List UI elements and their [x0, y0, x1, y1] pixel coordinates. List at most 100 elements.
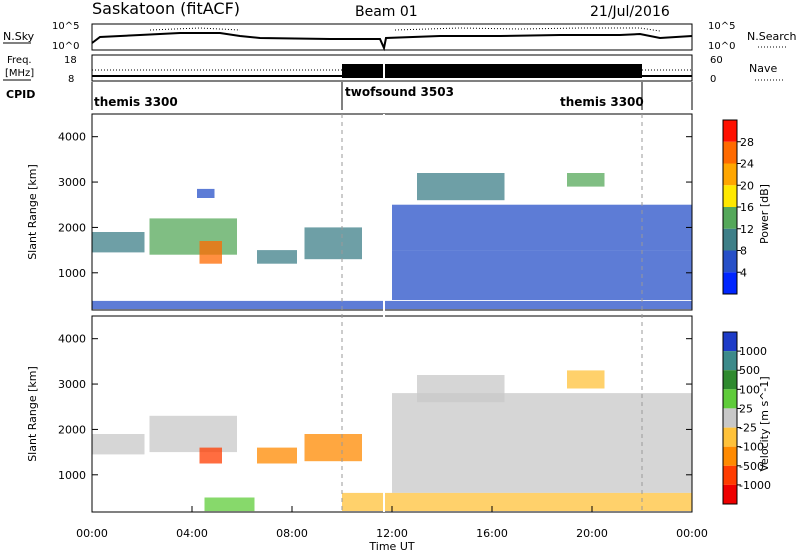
power-colorbar-label: Power [dB]	[758, 184, 771, 244]
freq-label: Freq.	[7, 55, 32, 66]
power-colorbar: 4 8 12 16 20 24 28	[722, 119, 754, 295]
velocity-colorbar-swatch-7	[723, 465, 737, 485]
power-scatter-region-10	[92, 300, 692, 310]
power-colorbar-swatch-0	[723, 120, 737, 142]
velocity-xtick-label-3: 12:00	[376, 527, 408, 540]
power-colorbar-tick-label-3: 16	[740, 201, 754, 214]
power-panel-frame	[91, 113, 693, 311]
power-colorbar-tick-label-6: 28	[740, 136, 754, 149]
velocity-scatter-region-7	[567, 370, 605, 389]
freq-unit: [MHz]	[5, 68, 34, 79]
power-colorbar-swatch-4	[723, 207, 737, 229]
velocity-colorbar-swatch-5	[723, 427, 737, 447]
velocity-colorbar-swatch-3	[723, 389, 737, 409]
power-colorbar-tick-label-4: 20	[740, 179, 754, 192]
velocity-ylabel: Slant Range [km]	[26, 366, 39, 462]
power-scatter-region-1	[149, 218, 237, 255]
power-scatter-region-8	[417, 173, 505, 201]
velocity-colorbar-tick-label-4: -25	[739, 422, 757, 435]
velocity-panel: 1000 2000 3000 4000 00:00 04:00 08:00 12:00 16:…	[26, 315, 708, 553]
freq-tick-bottom: 8	[68, 74, 74, 85]
power-ylabel: Slant Range [km]	[26, 164, 39, 260]
date-label: 21/Jul/2016	[590, 4, 670, 20]
power-colorbar-swatch-5	[723, 228, 737, 251]
velocity-colorbar-tick-label-7: -1000	[739, 479, 771, 492]
velocity-xtick-label-6: 00:00	[676, 527, 708, 540]
velocity-colorbar-tick-label-3: 25	[739, 402, 753, 415]
nsearch-tick-top: 10^5	[708, 21, 735, 32]
power-colorbar-swatch-6	[723, 250, 737, 273]
velocity-colorbar-swatch-0	[723, 332, 737, 352]
nsearch-trace	[149, 27, 661, 32]
velocity-colorbar-label: Velocity [m s^-1]	[758, 376, 771, 471]
velocity-scatter-region-5	[392, 393, 692, 493]
power-colorbar-swatch-7	[723, 272, 737, 295]
velocity-scatter-region-1	[149, 415, 237, 453]
nsearch-tick-bottom: 10^0	[708, 41, 735, 52]
velocity-scatter-region-0	[92, 434, 145, 455]
velocity-colorbar-tick-label-6: -500	[739, 460, 764, 473]
velocity-scatter-region-4	[304, 434, 362, 462]
power-colorbar-tick-label-0: 4	[740, 266, 747, 279]
power-scatter-region-9	[567, 173, 605, 187]
velocity-colorbar-swatch-2	[723, 370, 737, 390]
power-scatter-region-2	[199, 241, 222, 264]
velocity-colorbar-tick-label-1: 500	[739, 364, 760, 377]
power-colorbar-swatch-2	[723, 163, 737, 186]
nsky-tick-top: 10^5	[52, 21, 79, 32]
nave-label: Nave	[749, 62, 777, 75]
velocity-colorbar-swatch-6	[723, 446, 737, 466]
velocity-ytick-label-1: 2000	[58, 423, 86, 436]
power-scatter-region-4	[257, 250, 297, 264]
power-scatter-region-3	[197, 188, 215, 198]
velocity-colorbar-swatch-4	[723, 408, 737, 428]
power-ytick-label-2: 3000	[58, 176, 86, 189]
velocity-colorbar: 1000 500 100 25 -25 -100 -500 -1000	[722, 331, 771, 505]
velocity-colorbar-swatch-8	[723, 484, 737, 504]
power-panel: 1000 2000 3000 4000 Slant Range [km]	[26, 113, 693, 311]
power-ytick-label-1: 2000	[58, 221, 86, 234]
power-scatter-region-7	[392, 204, 692, 251]
velocity-scatter-region-2	[199, 447, 222, 464]
beam-label: Beam 01	[355, 4, 418, 20]
nsky-tick-bottom: 10^0	[52, 41, 79, 52]
velocity-xtick-label-1: 04:00	[176, 527, 208, 540]
power-colorbar-swatch-1	[723, 141, 737, 164]
cpid-segment-2: twofsound 3503	[345, 85, 454, 99]
velocity-xtick-label-5: 20:00	[576, 527, 608, 540]
velocity-colorbar-tick-label-2: 100	[739, 383, 760, 396]
power-ytick-label-3: 4000	[58, 131, 86, 144]
velocity-colorbar-tick-label-0: 1000	[739, 345, 767, 358]
power-ytick-label-0: 1000	[58, 267, 86, 280]
velocity-colorbar-tick-label-5: -100	[739, 441, 764, 454]
velocity-xtick-label-4: 16:00	[476, 527, 508, 540]
nsky-label: N.Sky	[3, 30, 35, 43]
power-colorbar-tick-label-1: 8	[740, 245, 747, 258]
nave-tick-bottom: 0	[710, 74, 716, 85]
velocity-ytick-label-3: 4000	[58, 333, 86, 346]
nsearch-label: N.Search	[747, 30, 797, 43]
freq-panel-frame	[91, 54, 693, 82]
velocity-ytick-label-2: 3000	[58, 378, 86, 391]
station-title: Saskatoon (fitACF)	[92, 0, 240, 18]
velocity-scatter-region-6	[417, 375, 505, 403]
velocity-colorbar-frame	[722, 331, 738, 505]
cpid-label: CPID	[6, 88, 35, 101]
velocity-scatter-region-8	[342, 492, 692, 511]
power-colorbar-swatch-3	[723, 185, 737, 208]
velocity-scatter-region-3	[257, 447, 297, 464]
cpid-segment-1: themis 3300	[94, 95, 178, 109]
cpid-segment-3: themis 3300	[560, 95, 644, 109]
velocity-colorbar-swatch-1	[723, 351, 737, 371]
velocity-ytick-label-0: 1000	[58, 469, 86, 482]
nave-twofsound-block	[342, 64, 642, 78]
velocity-scatter-region-9	[204, 497, 255, 512]
power-colorbar-tick-label-2: 12	[740, 223, 754, 236]
power-scatter-region-6	[392, 250, 692, 300]
power-scatter-region-0	[92, 232, 145, 253]
power-scatter-region-5	[304, 227, 362, 260]
power-colorbar-tick-label-5: 24	[740, 158, 754, 171]
nave-tick-top: 60	[710, 55, 723, 66]
freq-tick-top: 18	[64, 55, 77, 66]
